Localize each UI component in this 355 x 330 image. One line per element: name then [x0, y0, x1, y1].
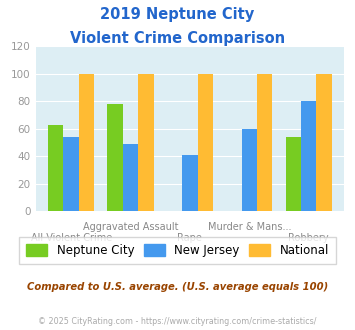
- Bar: [48, 124, 64, 211]
- Text: © 2025 CityRating.com - https://www.cityrating.com/crime-statistics/: © 2025 CityRating.com - https://www.city…: [38, 317, 317, 326]
- Bar: [79, 74, 94, 211]
- Text: 2019 Neptune City: 2019 Neptune City: [100, 7, 255, 21]
- Text: All Violent Crime: All Violent Crime: [31, 233, 112, 243]
- Bar: [301, 101, 316, 211]
- Bar: [64, 137, 79, 211]
- Bar: [242, 129, 257, 211]
- Bar: [316, 74, 332, 211]
- Bar: [138, 74, 154, 211]
- Text: Rape: Rape: [178, 233, 202, 243]
- Text: Murder & Mans...: Murder & Mans...: [208, 222, 291, 232]
- Text: Robbery: Robbery: [288, 233, 329, 243]
- Text: Aggravated Assault: Aggravated Assault: [83, 222, 178, 232]
- Bar: [198, 74, 213, 211]
- Bar: [123, 144, 138, 211]
- Bar: [257, 74, 273, 211]
- Bar: [107, 104, 123, 211]
- Text: Compared to U.S. average. (U.S. average equals 100): Compared to U.S. average. (U.S. average …: [27, 282, 328, 292]
- Bar: [285, 137, 301, 211]
- Legend: Neptune City, New Jersey, National: Neptune City, New Jersey, National: [19, 237, 336, 264]
- Text: Violent Crime Comparison: Violent Crime Comparison: [70, 31, 285, 46]
- Bar: [182, 155, 198, 211]
